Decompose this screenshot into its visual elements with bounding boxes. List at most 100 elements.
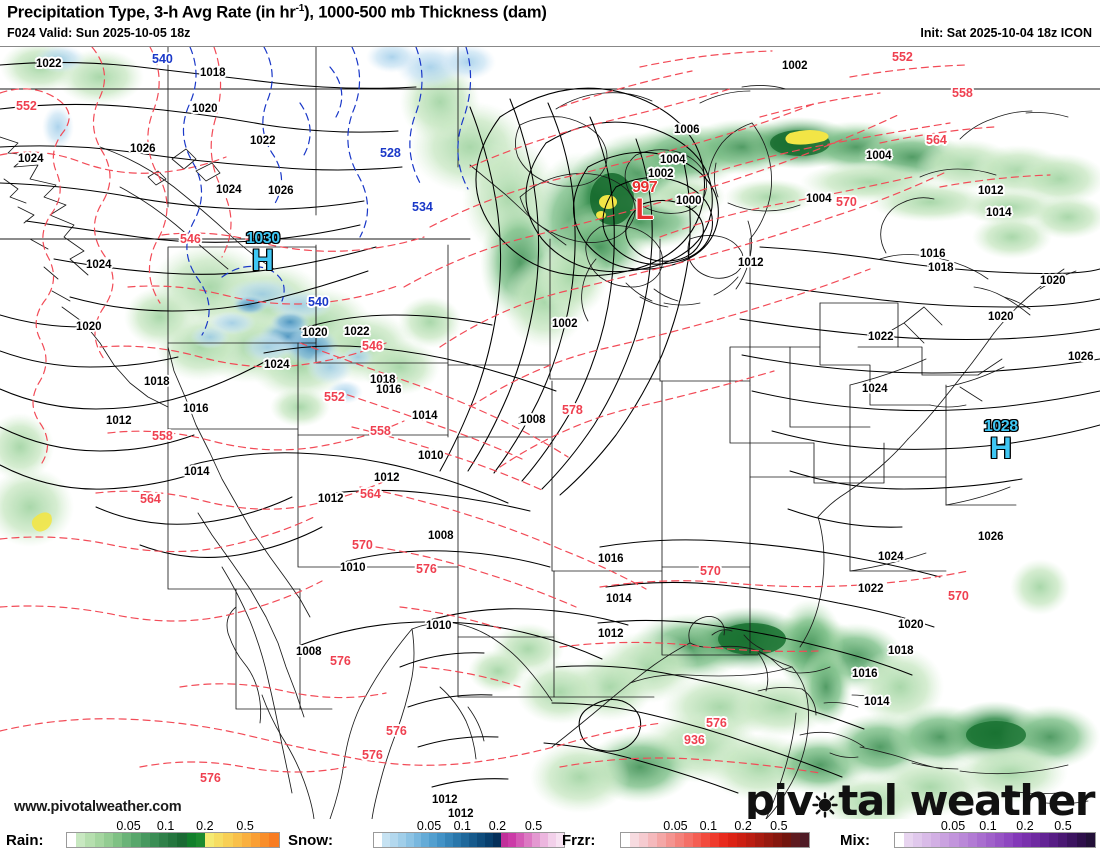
legend-swatch <box>94 833 104 847</box>
thickness-warm-contours <box>0 47 1051 774</box>
legend-swatch <box>1022 833 1032 847</box>
legend-tick-label: 0.2 <box>1016 819 1034 833</box>
legend-label: Rain: <box>6 832 44 849</box>
legend-swatch <box>516 833 525 847</box>
legend-swatch <box>76 833 86 847</box>
init-time-label: Init: Sat 2025-10-04 18z ICON <box>920 26 1092 40</box>
legend-swatch <box>701 833 711 847</box>
legend-swatch <box>269 833 279 847</box>
legend-swatch <box>540 833 548 847</box>
legend-tick-label: 0.05 <box>663 819 688 833</box>
legend-tick-label: 0.1 <box>979 819 997 833</box>
geography-outlines <box>0 47 1100 819</box>
isobar-contours <box>0 61 1100 794</box>
legend-swatch <box>931 833 941 847</box>
legend-swatch <box>1013 833 1023 847</box>
legend-swatch <box>214 833 224 847</box>
legend-swatch <box>1040 833 1050 847</box>
legend-swatch <box>674 833 684 847</box>
legend-group-mix: Mix: 0.05 0.1 0.2 0.5 <box>0 819 1100 850</box>
legend-swatch <box>140 833 150 847</box>
legend-swatch <box>719 833 729 847</box>
legend-tick-label: 0.5 <box>524 819 543 833</box>
legend-swatch <box>1003 833 1014 847</box>
legend-colorbar <box>66 832 280 848</box>
legend-ticks: 0.05 0.1 0.2 0.5 <box>894 819 1094 833</box>
legend-group-snow: Snow: 0.05 0.1 0.2 0.5 <box>0 819 1100 850</box>
legend-swatch <box>1076 833 1086 847</box>
legend-ticks: 0.05 0.1 0.2 0.5 <box>373 819 563 833</box>
valid-time-label: F024 Valid: Sun 2025-10-05 18z <box>7 26 191 40</box>
legend-swatch <box>85 833 95 847</box>
legend-tick-label: 0.05 <box>416 819 442 833</box>
legend-swatch <box>232 833 242 847</box>
page-title: Precipitation Type, 3-h Avg Rate (in hr-… <box>7 3 547 22</box>
legend-swatch <box>492 833 501 847</box>
legend-swatch <box>251 833 261 847</box>
legend-swatch <box>940 833 950 847</box>
legend-swatch <box>949 833 959 847</box>
legend-swatch <box>755 833 764 847</box>
legend-swatch <box>647 833 657 847</box>
legend-swatch <box>772 833 782 847</box>
legend-swatch <box>421 833 430 847</box>
legend-swatch <box>922 833 932 847</box>
legend-swatch <box>429 833 438 847</box>
legend-swatch <box>445 833 454 847</box>
legend-swatch <box>195 833 206 847</box>
legend-swatch <box>1067 833 1077 847</box>
legend-swatch <box>223 833 233 847</box>
legend-swatch <box>159 833 169 847</box>
legend-swatch <box>186 833 196 847</box>
sun-icon <box>812 792 838 818</box>
legend-group-rain: Rain: 0.05 0.1 0.2 0.5 <box>0 819 1100 850</box>
legend-label: Frzr: <box>562 832 596 849</box>
legend-swatch <box>1058 833 1068 847</box>
legend-ticks: 0.05 0.1 0.2 0.5 <box>620 819 808 833</box>
legend-swatch <box>781 833 791 847</box>
legend-tick-label: 0.1 <box>699 819 718 833</box>
legend-swatch <box>629 833 639 847</box>
legend-tick-label: 0.5 <box>770 819 788 833</box>
header: Precipitation Type, 3-h Avg Rate (in hr-… <box>0 0 1100 46</box>
legend-swatch <box>389 833 398 847</box>
legend-swatch <box>468 833 477 847</box>
legend-swatch <box>67 833 77 847</box>
watermark-url: www.pivotalweather.com <box>14 799 182 815</box>
watermark-logo: piv tal weather <box>744 776 1096 820</box>
legend-label: Mix: <box>840 832 870 849</box>
legend-ticks: 0.05 0.1 0.2 0.5 <box>66 819 278 833</box>
legend-swatch <box>508 833 517 847</box>
legend-swatch <box>476 833 485 847</box>
legend-tick-label: 0.05 <box>940 819 966 833</box>
legend-swatch <box>555 833 564 847</box>
legend-swatch <box>374 833 382 847</box>
legend-swatch <box>122 833 132 847</box>
legend-swatch <box>460 833 469 847</box>
thickness-cold-contours <box>182 47 472 336</box>
legend-swatch <box>967 833 977 847</box>
legend-swatch <box>746 833 756 847</box>
legend-swatch <box>1085 833 1095 847</box>
legend-tick-label: 0.5 <box>1054 819 1072 833</box>
legend-swatch <box>790 833 800 847</box>
legend-swatch <box>205 833 215 847</box>
colorbar-legend: Rain: 0.05 0.1 0.2 0.5 Snow: 0.05 0.1 0.2 0.5 Frzr… <box>0 819 1100 850</box>
legend-swatch <box>638 833 648 847</box>
legend-swatch <box>994 833 1004 847</box>
legend-swatch <box>976 833 986 847</box>
legend-swatch <box>500 833 509 847</box>
legend-swatch <box>397 833 406 847</box>
legend-swatch <box>131 833 141 847</box>
legend-swatch <box>958 833 968 847</box>
legend-swatch <box>260 833 270 847</box>
legend-swatch <box>547 833 556 847</box>
map-canvas[interactable]: 1022 1024 1026 1020 1018 1022 1024 1026 1020 1024… <box>0 46 1100 820</box>
legend-swatch <box>381 833 390 847</box>
legend-swatch <box>1049 833 1059 847</box>
legend-swatch <box>437 833 446 847</box>
legend-swatch <box>904 833 914 847</box>
map-svg <box>0 47 1100 819</box>
legend-colorbar <box>620 832 810 848</box>
